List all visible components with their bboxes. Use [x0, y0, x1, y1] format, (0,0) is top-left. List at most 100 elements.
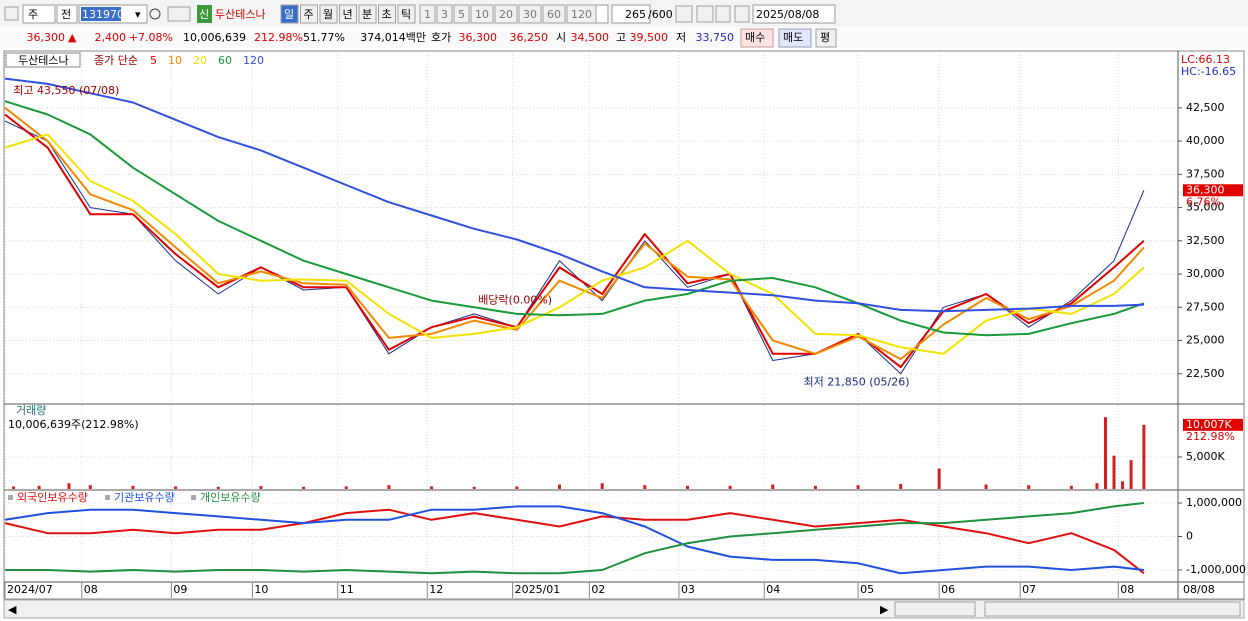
interval-button[interactable]: [494, 4, 518, 24]
tool-icon[interactable]: [675, 5, 693, 23]
period-button[interactable]: [397, 4, 416, 24]
low-label: 저: [676, 31, 686, 44]
period: 월: [323, 8, 333, 21]
tool-icon[interactable]: [696, 5, 714, 23]
series-line: [4, 77, 1144, 313]
interval: 30: [523, 8, 537, 21]
volume-bar: [12, 486, 16, 489]
x-tick-label: 08: [84, 583, 98, 596]
legend-swatch: [8, 495, 13, 500]
scroll-left[interactable]: ◀: [8, 603, 17, 616]
annotation: 최고 43,550 (07/08): [13, 84, 119, 97]
settings-icon[interactable]: [734, 5, 750, 23]
sell: 매도: [783, 31, 803, 44]
y-tick-label: 30,000: [1186, 267, 1225, 280]
y-tick-label: -1,000,000: [1186, 563, 1246, 576]
interval-button[interactable]: [419, 4, 436, 24]
y-tick-label: 25,000: [1186, 334, 1225, 347]
x-tick-label: 02: [591, 583, 605, 596]
period: 주: [304, 8, 314, 21]
volume-bar: [174, 486, 178, 489]
sound-icon[interactable]: [167, 6, 191, 22]
zoom-controls[interactable]: [984, 601, 1241, 617]
interval-button[interactable]: [470, 4, 494, 24]
legend-name-box: [5, 52, 81, 68]
series-line: [4, 505, 1145, 575]
price-tag: 36,300: [1186, 183, 1225, 196]
period-button[interactable]: [339, 4, 357, 24]
period-button[interactable]: [358, 4, 377, 24]
sell-button[interactable]: [778, 28, 812, 48]
interval: 5: [458, 8, 465, 21]
volume-bar: [813, 485, 817, 489]
volume-bar: [259, 486, 263, 489]
date-input[interactable]: [752, 4, 836, 24]
volume-tag: 10,007K: [1186, 418, 1232, 431]
price: 36,300: [27, 31, 66, 44]
market-select[interactable]: [22, 4, 56, 24]
y-tick-label: 32,500: [1186, 234, 1225, 247]
interval-button[interactable]: [518, 4, 542, 24]
volume-bar: [131, 485, 135, 489]
buy-button[interactable]: [740, 28, 774, 48]
volume-bar: [302, 486, 306, 489]
avg-button[interactable]: [815, 28, 837, 48]
badge: 신: [199, 8, 209, 21]
series-line: [4, 100, 1145, 337]
y-tick-label: 5,000K: [1186, 450, 1225, 463]
interval-button[interactable]: [453, 4, 470, 24]
change: 2,400: [95, 31, 127, 44]
interval: 10: [475, 8, 489, 21]
period-button[interactable]: [280, 4, 299, 24]
search-icon[interactable]: [149, 8, 161, 20]
interval: 60: [547, 8, 561, 21]
volume-bar: [856, 485, 860, 489]
y-tick-label: 22,500: [1186, 367, 1225, 380]
low: 33,750: [696, 31, 735, 44]
volume-tag-box: [1183, 418, 1243, 431]
legend-entry: 60: [218, 54, 232, 67]
volume-bar: [1142, 424, 1146, 489]
open: 34,500: [571, 31, 610, 44]
legend-swatch: [105, 495, 110, 500]
scroll-right[interactable]: ▶: [880, 603, 889, 616]
change-tag: 6.76%: [1186, 195, 1221, 208]
period-button[interactable]: [319, 4, 338, 24]
menu-icon[interactable]: [4, 6, 19, 21]
code: 131970: [82, 8, 124, 21]
quote-bar: [0, 28, 1248, 48]
period-button[interactable]: [378, 4, 396, 24]
volume-bar: [771, 484, 775, 489]
annotation: 배당락(0.00%): [478, 293, 552, 306]
legend-entry: 120: [243, 54, 264, 67]
interval-button[interactable]: [436, 4, 453, 24]
interval-button[interactable]: [566, 4, 597, 24]
save-icon[interactable]: [715, 5, 731, 23]
volume-bar: [1103, 417, 1107, 489]
volume-bar: [37, 485, 41, 489]
volume-bar: [344, 486, 348, 489]
y-tick-label: 40,000: [1186, 134, 1225, 147]
volume-bar: [1112, 455, 1116, 489]
period: 초: [382, 8, 392, 21]
period-button[interactable]: [300, 4, 318, 24]
count-input[interactable]: [611, 4, 651, 24]
change-pct: +7.08%: [129, 31, 173, 44]
volume-bar: [1095, 483, 1099, 489]
volume-ratio: 212.98%: [1186, 430, 1235, 443]
playback-controls[interactable]: [894, 601, 976, 617]
prev-button[interactable]: [56, 4, 78, 24]
period: 틱: [401, 8, 411, 21]
volume: 10,006,639: [183, 31, 246, 44]
volume-bar: [515, 486, 519, 489]
interval-button[interactable]: [542, 4, 566, 24]
series-line: [5, 502, 1145, 575]
prev: 전: [61, 8, 71, 21]
interval: 20: [499, 8, 513, 21]
volume-bar: [1121, 481, 1125, 489]
open-label: 시: [556, 31, 566, 44]
volume-bar: [216, 486, 220, 489]
avg: 평: [820, 31, 830, 44]
market: 주: [28, 8, 38, 21]
